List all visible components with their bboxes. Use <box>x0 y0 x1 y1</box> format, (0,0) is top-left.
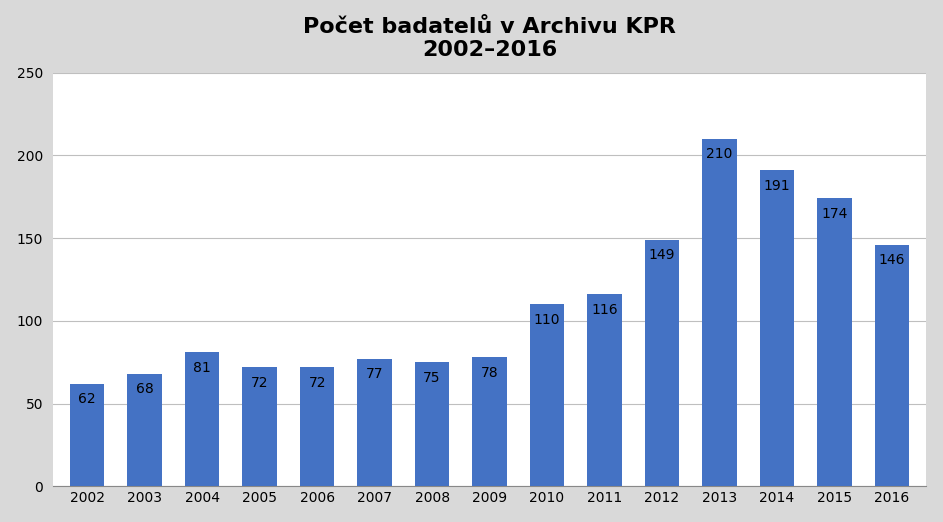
Text: 75: 75 <box>423 371 440 385</box>
Bar <box>415 362 449 487</box>
Text: 81: 81 <box>193 361 211 375</box>
Bar <box>587 294 621 487</box>
Text: 146: 146 <box>879 253 905 267</box>
Text: 78: 78 <box>481 365 498 379</box>
Text: 77: 77 <box>366 367 384 381</box>
Bar <box>530 304 564 487</box>
Text: 210: 210 <box>706 147 733 161</box>
Bar <box>185 352 220 487</box>
Text: 110: 110 <box>534 313 560 327</box>
Bar <box>703 139 736 487</box>
Text: 116: 116 <box>591 303 618 317</box>
Bar <box>760 170 794 487</box>
Text: 174: 174 <box>821 207 848 221</box>
Text: 191: 191 <box>764 179 790 193</box>
Text: 62: 62 <box>78 392 96 406</box>
Bar <box>874 245 909 487</box>
Bar <box>242 367 277 487</box>
Bar <box>472 358 506 487</box>
Text: 72: 72 <box>251 375 269 389</box>
Bar <box>300 367 335 487</box>
Text: 68: 68 <box>136 382 154 396</box>
Bar <box>818 198 852 487</box>
Text: 149: 149 <box>649 248 675 262</box>
Text: 72: 72 <box>308 375 326 389</box>
Bar <box>357 359 392 487</box>
Bar <box>70 384 105 487</box>
Bar <box>645 240 679 487</box>
Bar <box>127 374 162 487</box>
Title: Počet badatelů v Archivu KPR
2002–2016: Počet badatelů v Archivu KPR 2002–2016 <box>303 17 676 60</box>
